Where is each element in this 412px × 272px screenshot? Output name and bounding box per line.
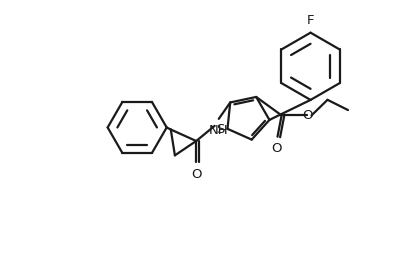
Text: NH: NH bbox=[209, 124, 229, 137]
Text: O: O bbox=[272, 142, 282, 155]
Text: O: O bbox=[302, 109, 312, 122]
Text: F: F bbox=[307, 14, 314, 27]
Text: O: O bbox=[191, 168, 201, 181]
Text: S: S bbox=[216, 123, 225, 136]
